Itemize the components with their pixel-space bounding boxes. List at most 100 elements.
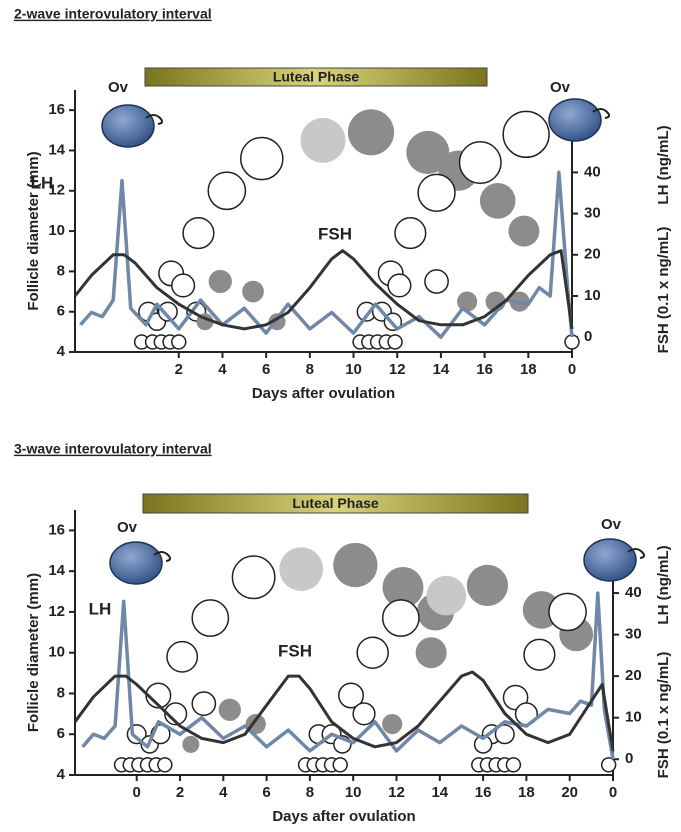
y2-tick-label: 0 [625, 750, 633, 767]
follicle [508, 215, 540, 247]
y-tick-label: 8 [57, 684, 65, 701]
ovulating-follicle [548, 98, 602, 142]
oocyte-release [627, 548, 646, 559]
y-tick-label: 16 [48, 101, 65, 118]
ovulation-label: Ov [601, 516, 622, 533]
y2-tick-label: 40 [584, 163, 601, 180]
follicle [417, 173, 456, 212]
x-tick-label: 2 [176, 784, 184, 801]
y-tick-label: 10 [48, 222, 65, 239]
ovulation-label: Ov [108, 79, 129, 96]
follicle [332, 757, 348, 773]
panel-title: 3-wave interovulatory interval [14, 441, 212, 457]
follicle [415, 637, 447, 669]
y-axis-label: Follicle diameter (mm) [25, 573, 42, 732]
series-label: FSH [318, 224, 352, 243]
hormone-line [73, 249, 574, 331]
y-tick-label: 12 [48, 603, 65, 620]
follicle [424, 269, 449, 294]
follicle [208, 269, 232, 294]
x-axis-label: Days after ovulation [252, 385, 395, 402]
follicle [479, 183, 516, 219]
luteal-phase-label: Luteal Phase [273, 69, 360, 85]
x-tick-label: 10 [345, 784, 362, 801]
follicle [239, 136, 284, 181]
follicle [457, 291, 478, 312]
y-tick-label: 6 [57, 303, 65, 320]
y-tick-label: 10 [48, 644, 65, 661]
x-tick-label: 16 [475, 784, 492, 801]
follicle [171, 273, 196, 298]
x-tick-label: 8 [306, 784, 314, 801]
x-tick-label: 0 [133, 784, 141, 801]
follicle [157, 757, 173, 773]
x-tick-label: 12 [389, 361, 406, 378]
luteal-phase-label: Luteal Phase [292, 495, 379, 511]
x-tick-label: 4 [218, 361, 227, 378]
y-tick-label: 4 [57, 766, 66, 783]
follicle [426, 575, 467, 616]
follicle [505, 757, 522, 773]
y2-tick-label: 40 [625, 584, 642, 601]
x-tick-label: 20 [561, 784, 578, 801]
hormone-line [79, 170, 574, 339]
follicle [242, 280, 264, 303]
x-tick-label: 18 [520, 361, 537, 378]
hormone-line [73, 670, 615, 752]
ovulating-follicle [583, 538, 637, 582]
series-label: LH [31, 173, 54, 192]
follicle [338, 682, 365, 709]
series-label: LH [89, 599, 112, 618]
x-tick-label: 14 [431, 784, 448, 801]
y-axis-label: Follicle diameter (mm) [25, 151, 42, 310]
follicle [218, 698, 241, 721]
y-tick-label: 6 [57, 725, 65, 742]
x-axis-label: Days after ovulation [272, 808, 415, 825]
x-tick-label: 8 [306, 361, 314, 378]
follicle [406, 130, 450, 175]
x-tick-label: 0 [609, 784, 617, 801]
y2-tick-label: 20 [625, 667, 642, 684]
y2-tick-label: 0 [584, 328, 592, 345]
y-tick-label: 14 [48, 141, 65, 158]
follicle [466, 564, 509, 607]
x-tick-label: 4 [219, 784, 228, 801]
follicle [381, 599, 420, 637]
follicle [157, 301, 178, 322]
follicle [164, 702, 188, 726]
follicle [347, 109, 395, 156]
hormone-line [81, 591, 615, 760]
follicle [382, 713, 403, 735]
follicle [166, 640, 199, 673]
follicle [387, 334, 403, 350]
y-tick-label: 16 [48, 521, 65, 538]
oocyte-release [153, 551, 172, 562]
x-tick-label: 16 [476, 361, 493, 378]
y-tick-label: 4 [57, 343, 66, 360]
y2-tick-label: 10 [584, 287, 601, 304]
oocyte-release [592, 108, 611, 119]
y-tick-label: 12 [48, 182, 65, 199]
follicle [382, 567, 424, 608]
y2-axis-label: FSH (0.1 x ng/mL) [655, 227, 672, 354]
follicle [387, 273, 412, 298]
follicle [231, 555, 276, 600]
follicle [352, 702, 376, 726]
follicle [171, 334, 187, 350]
follicle [494, 724, 515, 745]
x-tick-label: 6 [262, 784, 270, 801]
follicle [523, 638, 556, 671]
oocyte-release [145, 114, 164, 125]
y2-tick-label: 10 [625, 709, 642, 726]
follicle [191, 691, 217, 717]
ovulating-follicle [109, 541, 163, 585]
follicle [394, 216, 427, 250]
ovulation-label: Ov [117, 519, 138, 536]
luteal-phase-bar [144, 67, 488, 87]
follicle [182, 735, 200, 753]
x-tick-label: 18 [518, 784, 535, 801]
series-label: FSH [278, 641, 312, 660]
luteal-phase-bar [142, 493, 529, 514]
follicle [502, 110, 550, 159]
